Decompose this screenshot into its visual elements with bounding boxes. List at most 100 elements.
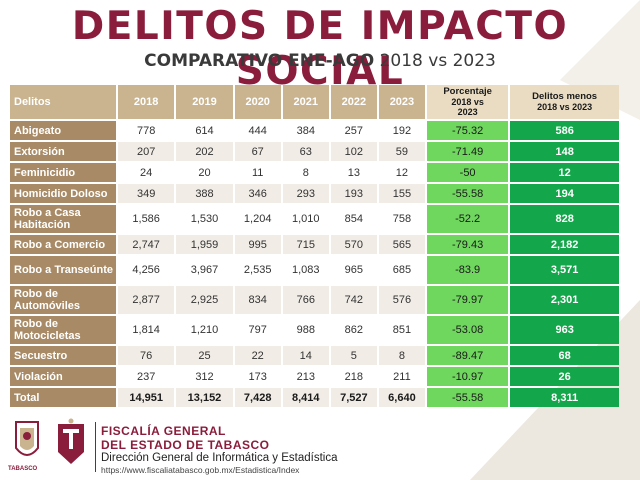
value-cell-2020: 444 [234,121,281,140]
value-cell-2019: 1,959 [176,235,233,254]
header-delitos: Delitos [10,85,116,119]
value-cell-2023: 8 [378,346,425,365]
value-cell-2019: 202 [176,142,233,161]
percentage-cell: -55.58 [426,388,509,407]
value-cell-2018: 1,586 [118,205,175,233]
crime-name: Feminicidio [10,163,116,182]
value-cell-2020: 67 [234,142,281,161]
value-cell-2018: 4,256 [118,256,175,284]
value-cell-2018: 237 [118,367,175,386]
website-url[interactable]: https://www.fiscaliatabasco.gob.mx/Estad… [101,465,300,475]
footer-divider [95,422,96,472]
value-cell-2022: 965 [330,256,377,284]
delitos-menos-cell: 194 [510,184,619,203]
header-delitos-menos-line2: 2018 vs 2023 [537,102,593,112]
percentage-cell: -55.58 [426,184,509,203]
value-cell-2022: 193 [330,184,377,203]
value-cell-2020: 1,204 [234,205,281,233]
header-year-2023: 2023 [378,85,425,119]
value-cell-2018: 2,877 [118,286,175,314]
delitos-menos-cell: 586 [510,121,619,140]
percentage-cell: -71.49 [426,142,509,161]
table-row: Robo a Casa Habitación 1,586 1,530 1,204 1,0… [10,205,619,233]
value-cell-2019: 13,152 [176,388,233,407]
value-cell-2023: 685 [378,256,425,284]
table-row: Abigeato 778 614 444 384 257 192 -75.32 586 [10,121,619,140]
percentage-cell: -79.97 [426,286,509,314]
value-cell-2022: 102 [330,142,377,161]
page-title: DELITOS DE IMPACTO SOCIAL [71,4,569,94]
table-row: Robo a Comercio 2,747 1,959 995 715 570 565 -79… [10,235,619,254]
delitos-menos-cell: 3,571 [510,256,619,284]
crime-name: Robo a Transeúnte [10,256,116,284]
value-cell-2018: 349 [118,184,175,203]
value-cell-2023: 12 [378,163,425,182]
value-cell-2022: 7,527 [330,388,377,407]
value-cell-2019: 1,530 [176,205,233,233]
percentage-cell: -10.97 [426,367,509,386]
value-cell-2020: 173 [234,367,281,386]
value-cell-2018: 14,951 [118,388,175,407]
value-cell-2021: 1,083 [282,256,329,284]
value-cell-2021: 715 [282,235,329,254]
value-cell-2021: 766 [282,286,329,314]
value-cell-2022: 570 [330,235,377,254]
value-cell-2019: 25 [176,346,233,365]
value-cell-2019: 1,210 [176,316,233,344]
table-row: Homicidio Doloso 349 388 346 293 193 155 -55.58… [10,184,619,203]
crime-name: Robo de Motocicletas [10,316,116,344]
value-cell-2019: 3,967 [176,256,233,284]
value-cell-2021: 8,414 [282,388,329,407]
value-cell-2020: 2,535 [234,256,281,284]
percentage-cell: -53.08 [426,316,509,344]
value-cell-2019: 388 [176,184,233,203]
value-cell-2021: 1,010 [282,205,329,233]
value-cell-2019: 2,925 [176,286,233,314]
subtitle-years: 2018 vs 2023 [374,51,496,71]
delitos-menos-cell: 12 [510,163,619,182]
value-cell-2022: 13 [330,163,377,182]
value-cell-2022: 257 [330,121,377,140]
table-row: Secuestro 76 25 22 14 5 8 -89.47 68 [10,346,619,365]
header-year-2020: 2020 [234,85,281,119]
value-cell-2021: 293 [282,184,329,203]
value-cell-2022: 854 [330,205,377,233]
fiscalia-shield-icon [58,418,84,464]
value-cell-2018: 1,814 [118,316,175,344]
delitos-menos-cell: 2,182 [510,235,619,254]
value-cell-2018: 2,747 [118,235,175,254]
delitos-menos-cell: 828 [510,205,619,233]
delitos-menos-cell: 26 [510,367,619,386]
table-row: Violación 237 312 173 213 218 211 -10.97 26 [10,367,619,386]
header-year-2022: 2022 [330,85,377,119]
crime-table: Delitos 2018 2019 2020 2021 2022 2023 Po… [8,83,621,409]
table-header-row: Delitos 2018 2019 2020 2021 2022 2023 Po… [10,85,619,119]
value-cell-2020: 346 [234,184,281,203]
value-cell-2022: 862 [330,316,377,344]
table-row: Robo a Transeúnte 4,256 3,967 2,535 1,083 965… [10,256,619,284]
value-cell-2020: 834 [234,286,281,314]
value-cell-2023: 155 [378,184,425,203]
table-row: Extorsión 207 202 67 63 102 59 -71.49 148 [10,142,619,161]
value-cell-2019: 20 [176,163,233,182]
table-row: Robo de Motocicletas 1,814 1,210 797 988 862 8… [10,316,619,344]
table-total-row: Total 14,951 13,152 7,428 8,414 7,527 6,640 -55… [10,388,619,407]
header-year-2021: 2021 [282,85,329,119]
value-cell-2023: 565 [378,235,425,254]
org-name-line1: FISCALÍA GENERAL [101,424,226,438]
org-name-line2: DEL ESTADO DE TABASCO [101,438,270,452]
value-cell-2023: 6,640 [378,388,425,407]
value-cell-2023: 758 [378,205,425,233]
department-name: Dirección General de Informática y Estad… [101,452,338,464]
tabasco-coat-of-arms-icon [15,421,39,456]
value-cell-2018: 778 [118,121,175,140]
percentage-cell: -50 [426,163,509,182]
value-cell-2018: 24 [118,163,175,182]
crime-name: Robo a Comercio [10,235,116,254]
delitos-menos-cell: 2,301 [510,286,619,314]
value-cell-2023: 576 [378,286,425,314]
table-row: Feminicidio 24 20 11 8 13 12 -50 12 [10,163,619,182]
delitos-menos-cell: 8,311 [510,388,619,407]
header-year-2019: 2019 [176,85,233,119]
value-cell-2020: 22 [234,346,281,365]
